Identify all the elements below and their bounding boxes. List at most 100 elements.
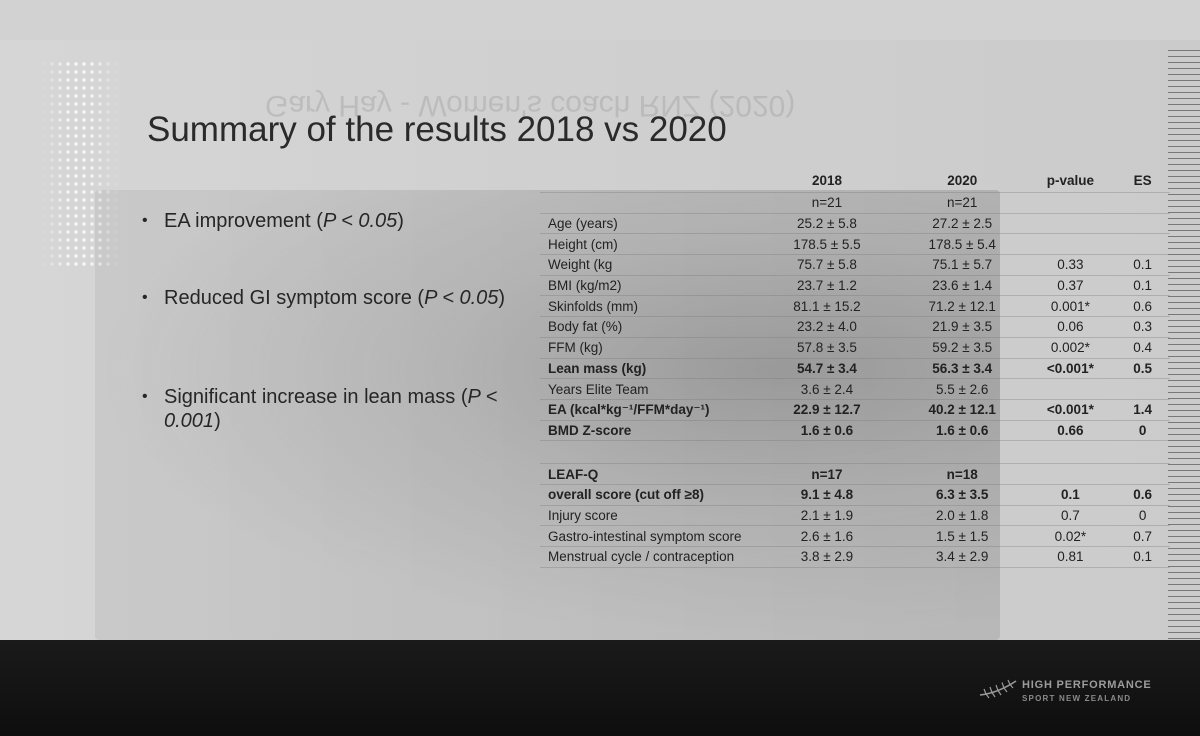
value-2018 — [754, 440, 900, 465]
ruler-edge — [1168, 50, 1200, 650]
table-row: Lean mass (kg) 54.7 ± 3.4 56.3 ± 3.4 <0.001… — [540, 358, 1170, 380]
p-value — [1025, 213, 1116, 235]
table-row: Height (cm) 178.5 ± 5.5 178.5 ± 5.4 — [540, 233, 1170, 256]
value-2018: n=21 — [754, 192, 900, 214]
table-row: Years Elite Team 3.6 ± 2.4 5.5 ± 2.6 — [540, 378, 1170, 400]
table-row: n=21 n=21 — [540, 192, 1170, 214]
header-p-value: p-value — [1025, 168, 1116, 193]
effect-size: 0 — [1115, 420, 1170, 442]
value-2018: 57.8 ± 3.5 — [754, 337, 900, 359]
value-2020: 27.2 ± 2.5 — [899, 213, 1026, 235]
row-label: Age (years) — [540, 213, 755, 235]
row-label: Lean mass (kg) — [540, 358, 755, 380]
row-label — [540, 440, 755, 465]
row-label — [540, 192, 755, 214]
header-2020: 2020 — [899, 168, 1026, 193]
table-row: Age (years) 25.2 ± 5.8 27.2 ± 2.5 — [540, 213, 1170, 235]
value-2020: 1.5 ± 1.5 — [899, 525, 1026, 547]
effect-size — [1115, 440, 1170, 465]
table-body: n=21 n=21 Age (years) 25.2 ± 5.8 27.2 ± 2.5 H… — [540, 192, 1170, 568]
value-2020: 71.2 ± 12.1 — [899, 295, 1026, 318]
p-value: 0.37 — [1025, 275, 1116, 297]
value-2020: 1.6 ± 0.6 — [899, 420, 1026, 442]
effect-size — [1115, 192, 1170, 214]
effect-size: 0.1 — [1115, 275, 1170, 297]
value-2020: 59.2 ± 3.5 — [899, 337, 1026, 359]
bullet-end: ) — [214, 410, 221, 432]
value-2020: 178.5 ± 5.4 — [899, 233, 1026, 256]
table-header-row: 2018 2020 p-value ES — [540, 168, 1170, 193]
value-2020: 5.5 ± 2.6 — [899, 378, 1026, 400]
value-2020: 23.6 ± 1.4 — [899, 275, 1026, 297]
value-2018: 25.2 ± 5.8 — [754, 213, 900, 235]
effect-size — [1115, 213, 1170, 235]
table-row: FFM (kg) 57.8 ± 3.5 59.2 ± 3.5 0.002* 0.4 — [540, 337, 1170, 359]
value-2020 — [899, 440, 1026, 465]
effect-size: 1.4 — [1115, 399, 1170, 421]
dot-pattern-decoration — [40, 60, 120, 270]
table-row: BMD Z-score 1.6 ± 0.6 1.6 ± 0.6 0.66 0 — [540, 420, 1170, 442]
slide-title: Summary of the results 2018 vs 2020 — [147, 110, 727, 149]
silver-fern-icon — [979, 679, 1017, 699]
row-label: Gastro-intestinal symptom score — [540, 525, 755, 547]
value-2018: 54.7 ± 3.4 — [754, 358, 900, 380]
row-label: BMI (kg/m2) — [540, 275, 755, 297]
effect-size — [1115, 233, 1170, 256]
effect-size: 0.6 — [1115, 484, 1170, 506]
value-2018: n=17 — [754, 463, 900, 485]
p-value: 0.002* — [1025, 337, 1116, 359]
value-2018: 23.2 ± 4.0 — [754, 316, 900, 338]
p-value: 0.02* — [1025, 525, 1116, 547]
bullet-end: ) — [397, 210, 404, 232]
bullet-text: Significant increase in lean mass ( — [164, 386, 468, 408]
value-2020: 3.4 ± 2.9 — [899, 546, 1026, 568]
effect-size: 0.7 — [1115, 525, 1170, 547]
results-table: 2018 2020 p-value ES n=21 n=21 Age (years)… — [540, 168, 1170, 568]
header-label — [540, 168, 755, 193]
effect-size: 0.4 — [1115, 337, 1170, 359]
row-label: EA (kcal*kg⁻¹/FFM*day⁻¹) — [540, 399, 755, 421]
row-label: Injury score — [540, 505, 755, 527]
p-value — [1025, 233, 1116, 256]
value-2018: 1.6 ± 0.6 — [754, 420, 900, 442]
value-2020: 2.0 ± 1.8 — [899, 505, 1026, 527]
p-value — [1025, 463, 1116, 485]
value-2020: 75.1 ± 5.7 — [899, 254, 1026, 276]
footer-bar — [0, 640, 1200, 736]
row-label: Years Elite Team — [540, 378, 755, 400]
p-value: 0.7 — [1025, 505, 1116, 527]
effect-size — [1115, 378, 1170, 400]
value-2018: 75.7 ± 5.8 — [754, 254, 900, 276]
effect-size: 0.1 — [1115, 546, 1170, 568]
p-value: 0.81 — [1025, 546, 1116, 568]
effect-size: 0.6 — [1115, 295, 1170, 318]
value-2018: 81.1 ± 15.2 — [754, 295, 900, 318]
bullet-lean-mass: Significant increase in lean mass (P < 0… — [130, 385, 524, 433]
table-row: EA (kcal*kg⁻¹/FFM*day⁻¹) 22.9 ± 12.7 40.2 … — [540, 399, 1170, 421]
row-label: Menstrual cycle / contraception — [540, 546, 755, 568]
table-row — [540, 440, 1170, 465]
effect-size — [1115, 463, 1170, 485]
value-2020: 6.3 ± 3.5 — [899, 484, 1026, 506]
table-row: Body fat (%) 23.2 ± 4.0 21.9 ± 3.5 0.06 0.3 — [540, 316, 1170, 338]
value-2018: 22.9 ± 12.7 — [754, 399, 900, 421]
row-label: LEAF-Q — [540, 463, 755, 485]
table-row: Weight (kg 75.7 ± 5.8 75.1 ± 5.7 0.33 0.1 — [540, 254, 1170, 276]
p-value — [1025, 192, 1116, 214]
row-label: Skinfolds (mm) — [540, 295, 755, 318]
header-2018: 2018 — [754, 168, 900, 193]
value-2018: 23.7 ± 1.2 — [754, 275, 900, 297]
value-2020: n=18 — [899, 463, 1026, 485]
brand-line-1: HIGH PERFORMANCE — [1022, 679, 1152, 691]
bullet-ea-improvement: EA improvement (P < 0.05) — [130, 209, 524, 233]
row-label: Weight (kg — [540, 254, 755, 276]
table-row: Skinfolds (mm) 81.1 ± 15.2 71.2 ± 12.1 0.00… — [540, 295, 1170, 318]
effect-size: 0.1 — [1115, 254, 1170, 276]
bullet-p-value: P < 0.001 — [164, 386, 498, 432]
row-label: Body fat (%) — [540, 316, 755, 338]
table-row: Gastro-intestinal symptom score 2.6 ± 1.6… — [540, 525, 1170, 547]
p-value — [1025, 440, 1116, 465]
p-value: 0.1 — [1025, 484, 1116, 506]
value-2020: 40.2 ± 12.1 — [899, 399, 1026, 421]
row-label: BMD Z-score — [540, 420, 755, 442]
